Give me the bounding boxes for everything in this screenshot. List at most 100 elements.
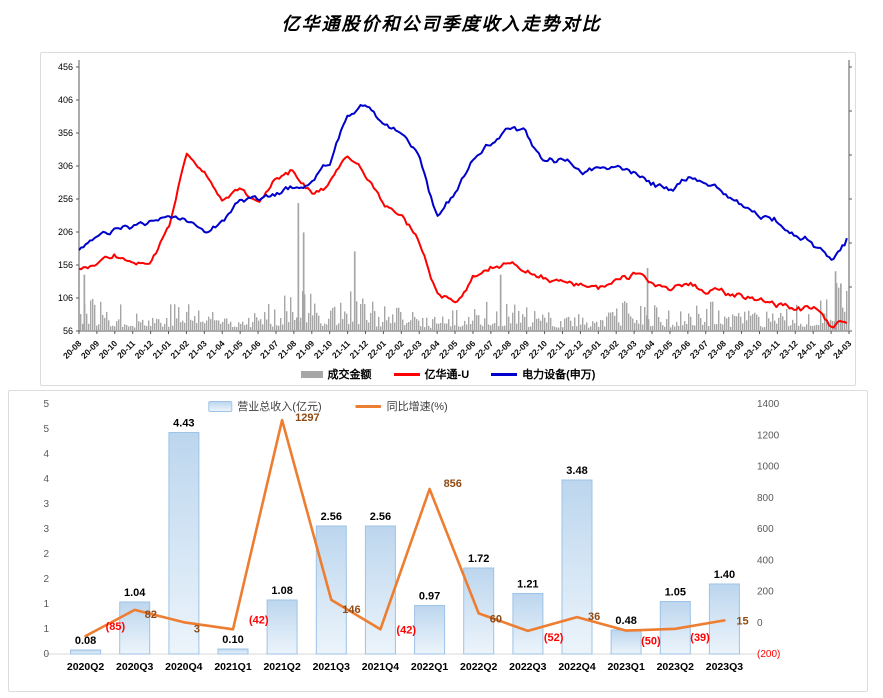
revenue-bar [512, 593, 544, 655]
revenue-bar [168, 432, 200, 655]
svg-text:3: 3 [43, 499, 49, 510]
svg-text:256: 256 [58, 194, 73, 204]
stock-line-swatch-icon [393, 372, 420, 376]
svg-text:2021Q4: 2021Q4 [362, 661, 400, 673]
svg-text:2021Q3: 2021Q3 [313, 661, 351, 673]
revenue-bar [414, 605, 446, 655]
svg-text:(42): (42) [396, 624, 416, 636]
series-index-line [78, 104, 848, 261]
svg-text:1000: 1000 [757, 462, 780, 473]
svg-text:(52): (52) [544, 632, 564, 644]
svg-text:3: 3 [43, 524, 49, 535]
revenue-bar-labels: 0.08 1.04 4.43 0.10 1.08 2.56 2.56 0.97 1.72 1.21… [75, 418, 735, 648]
price-chart-panel: 4564063563062562061561065630002500200015… [40, 52, 856, 386]
svg-text:1.05: 1.05 [665, 587, 686, 599]
growth-line [84, 418, 726, 638]
svg-text:0: 0 [757, 618, 763, 629]
revenue-bar [708, 583, 740, 655]
legend-item-volume: 成交金额 [300, 366, 372, 382]
svg-text:2023Q2: 2023Q2 [657, 661, 695, 673]
svg-text:1.08: 1.08 [271, 585, 292, 597]
svg-text:(85): (85) [106, 621, 126, 633]
svg-text:4.43: 4.43 [173, 418, 194, 430]
series-stock-line [78, 152, 848, 329]
legend-item-growth: 同比增速(%) [355, 398, 448, 414]
svg-text:156: 156 [58, 260, 73, 270]
legend-item-index: 电力设备(申万) [491, 366, 595, 382]
svg-text:24-03: 24-03 [831, 338, 854, 359]
revenue-bar [364, 525, 396, 655]
legend-label-revenue: 营业总收入(亿元) [237, 401, 322, 413]
svg-text:2022Q2: 2022Q2 [460, 661, 498, 673]
revenue-bar [266, 599, 298, 655]
svg-text:2020Q4: 2020Q4 [165, 661, 203, 673]
svg-text:2021Q2: 2021Q2 [263, 661, 301, 673]
svg-text:1.40: 1.40 [714, 569, 735, 581]
svg-text:2020Q3: 2020Q3 [116, 661, 154, 673]
index-line-swatch-icon [491, 372, 518, 376]
svg-text:1: 1 [43, 624, 49, 635]
legend-label-index: 电力设备(申万) [522, 369, 596, 381]
svg-text:56: 56 [63, 326, 73, 336]
svg-text:3: 3 [194, 623, 200, 635]
svg-text:4: 4 [43, 449, 49, 460]
svg-text:1297: 1297 [295, 412, 319, 424]
legend-label-growth: 同比增速(%) [386, 401, 448, 413]
svg-text:400: 400 [757, 555, 774, 566]
svg-text:856: 856 [444, 478, 462, 490]
legend-label-volume: 成交金额 [327, 369, 372, 381]
revenue-bars [70, 432, 740, 655]
svg-text:(200): (200) [757, 649, 780, 660]
svg-text:1.72: 1.72 [468, 553, 489, 565]
growth-line-swatch-icon [355, 404, 382, 408]
svg-text:(50): (50) [641, 636, 661, 648]
svg-text:356: 356 [58, 128, 73, 138]
price-chart: 4564063563062562061561065630002500200015… [58, 60, 854, 359]
top-x-axis-labels: 20-0820-0920-1020-1120-1221-0121-0221-03… [61, 338, 854, 359]
top-left-axis-labels: 456 406 356 306 256 206 156 106 56 [58, 62, 73, 336]
svg-text:1.04: 1.04 [124, 587, 146, 599]
svg-text:(39): (39) [690, 632, 710, 644]
revenue-bar [70, 649, 102, 655]
svg-text:306: 306 [58, 161, 73, 171]
series-volume-bars [80, 203, 850, 331]
svg-text:2: 2 [43, 549, 49, 560]
svg-text:600: 600 [757, 524, 774, 535]
revenue-bar [561, 479, 593, 655]
svg-text:2022Q3: 2022Q3 [509, 661, 547, 673]
svg-text:206: 206 [58, 227, 73, 237]
svg-text:20-10: 20-10 [97, 338, 120, 359]
revenue-bar-swatch-icon [208, 400, 233, 412]
svg-text:200: 200 [757, 587, 774, 598]
svg-text:3.48: 3.48 [566, 465, 587, 477]
svg-text:456: 456 [58, 62, 73, 72]
legend-label-stock: 亿华通-U [424, 369, 470, 381]
revenue-bar [217, 648, 249, 655]
svg-text:0.08: 0.08 [75, 635, 96, 647]
svg-text:0.97: 0.97 [419, 591, 440, 603]
bottom-left-axis-labels: 5 5 4 4 3 3 2 2 1 1 0 [43, 399, 49, 660]
page-title: 亿华通股价和公司季度收入走势对比 [281, 14, 602, 35]
svg-text:2023Q3: 2023Q3 [706, 661, 744, 673]
svg-text:800: 800 [757, 493, 774, 504]
svg-text:2: 2 [43, 574, 49, 585]
svg-text:2022Q1: 2022Q1 [411, 661, 449, 673]
svg-text:5: 5 [43, 399, 49, 410]
svg-text:0.48: 0.48 [615, 615, 636, 627]
svg-text:2.56: 2.56 [370, 511, 391, 523]
svg-text:21-10: 21-10 [312, 338, 335, 359]
price-chart-legend: 成交金额 亿华通-U 电力设备(申万) [41, 366, 855, 382]
bottom-category-labels: 2020Q2 2020Q3 2020Q4 2021Q1 2021Q2 2021Q3 2021… [67, 661, 743, 673]
svg-text:2.56: 2.56 [321, 511, 342, 523]
svg-text:22-10: 22-10 [527, 338, 550, 359]
svg-text:406: 406 [58, 95, 73, 105]
svg-text:1400: 1400 [757, 399, 780, 410]
svg-text:2023Q1: 2023Q1 [607, 661, 645, 673]
legend-item-stock: 亿华通-U [393, 366, 470, 382]
svg-text:(42): (42) [249, 614, 269, 626]
svg-text:2021Q1: 2021Q1 [214, 661, 252, 673]
svg-text:60: 60 [490, 613, 502, 625]
svg-text:23-10: 23-10 [741, 338, 764, 359]
volume-swatch-icon [300, 370, 323, 378]
